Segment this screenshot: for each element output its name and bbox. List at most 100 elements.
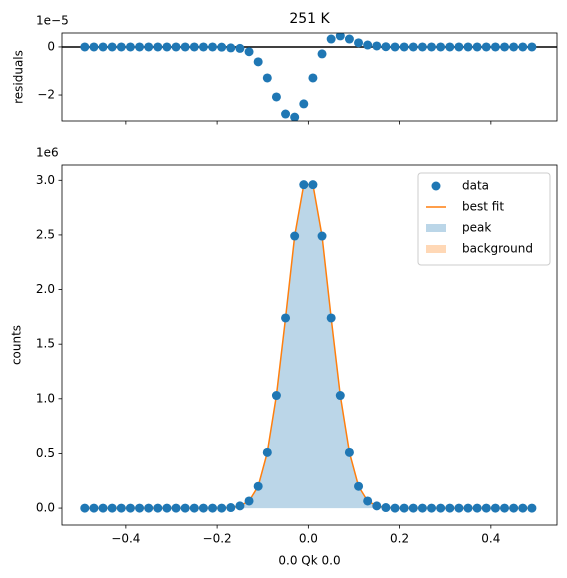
data-point (472, 503, 482, 513)
data-point (354, 481, 364, 491)
data-point (408, 503, 418, 513)
data-point (445, 503, 455, 513)
data-point (217, 503, 227, 513)
data-point (308, 73, 318, 83)
data-point (262, 73, 272, 83)
data-point (436, 42, 446, 52)
data-point (235, 43, 245, 53)
data-point (372, 501, 382, 511)
data-point (372, 41, 382, 51)
data-point (500, 503, 510, 513)
data-point (427, 503, 437, 513)
data-point (500, 42, 510, 52)
data-point (408, 42, 418, 52)
y-tick-label: 0.5 (36, 446, 55, 460)
data-point (509, 503, 519, 513)
data-point (153, 503, 163, 513)
data-point (436, 503, 446, 513)
fill-area (84, 184, 532, 509)
data-point (454, 503, 464, 513)
data-point (454, 42, 464, 52)
plot-area (80, 180, 537, 513)
data-point (271, 391, 281, 401)
data-point (363, 496, 373, 506)
data-point (107, 42, 117, 52)
data-point (281, 109, 291, 119)
data-point (308, 180, 318, 190)
data-point (527, 42, 537, 52)
legend-label: background (462, 242, 533, 256)
y-tick-label: 1.0 (36, 391, 55, 405)
y-axis-label: counts (10, 325, 24, 365)
data-point (116, 42, 126, 52)
data-point (89, 503, 99, 513)
data-point (171, 503, 181, 513)
data-point (198, 503, 208, 513)
data-point (98, 42, 108, 52)
data-point (235, 501, 245, 511)
data-point (427, 42, 437, 52)
data-point (344, 34, 354, 44)
data-point (335, 33, 345, 41)
data-point (253, 481, 263, 491)
data-point (171, 42, 181, 52)
data-point (208, 42, 218, 52)
data-point (153, 42, 163, 52)
y-tick-label: 0 (47, 39, 55, 53)
data-point (354, 38, 364, 48)
data-point (326, 313, 336, 323)
data-point (271, 92, 281, 102)
data-point (390, 42, 400, 52)
legend-marker (431, 181, 441, 191)
x-tick-label: −0.4 (111, 532, 140, 546)
data-point (281, 313, 291, 323)
axes-frame (61, 32, 558, 122)
data-point (217, 42, 227, 52)
legend-patch (426, 245, 446, 253)
data-point (89, 42, 99, 52)
x-tick-label: 0.4 (481, 532, 500, 546)
data-point (189, 503, 199, 513)
data-point (326, 34, 336, 44)
data-point (317, 231, 327, 241)
legend-box (417, 172, 551, 266)
data-point (198, 42, 208, 52)
legend-label: best fit (462, 200, 504, 214)
data-point (463, 42, 473, 52)
data-point (80, 503, 90, 513)
data-point (381, 503, 391, 513)
data-point (363, 40, 373, 50)
x-tick-label: −0.2 (203, 532, 232, 546)
data-point (527, 503, 537, 513)
data-point (125, 503, 135, 513)
data-point (144, 503, 154, 513)
data-point (98, 503, 108, 513)
y-tick-label: 2.5 (36, 227, 55, 241)
legend-patch (426, 224, 446, 232)
data-point (162, 503, 172, 513)
data-point (463, 503, 473, 513)
data-point (80, 42, 90, 52)
data-point (344, 447, 354, 457)
data-point (481, 42, 491, 52)
data-point (518, 42, 528, 52)
legend-label: data (462, 179, 489, 193)
data-point (317, 49, 327, 59)
y-tick-label: −2 (37, 88, 55, 102)
data-point (481, 503, 491, 513)
data-point (509, 42, 519, 52)
plot-area (62, 33, 557, 121)
data-point (226, 503, 236, 513)
y-offset-label: 1e−5 (36, 14, 69, 28)
data-point (299, 99, 309, 109)
data-point (189, 42, 199, 52)
data-point (262, 447, 272, 457)
data-point (135, 42, 145, 52)
x-axis-label: 0.0 Qk 0.0 (278, 554, 340, 568)
y-axis-label: residuals (12, 50, 26, 104)
y-offset-label: 1e6 (36, 146, 59, 160)
data-point (335, 391, 345, 401)
data-point (290, 112, 300, 121)
data-point (472, 42, 482, 52)
data-point (390, 503, 400, 513)
